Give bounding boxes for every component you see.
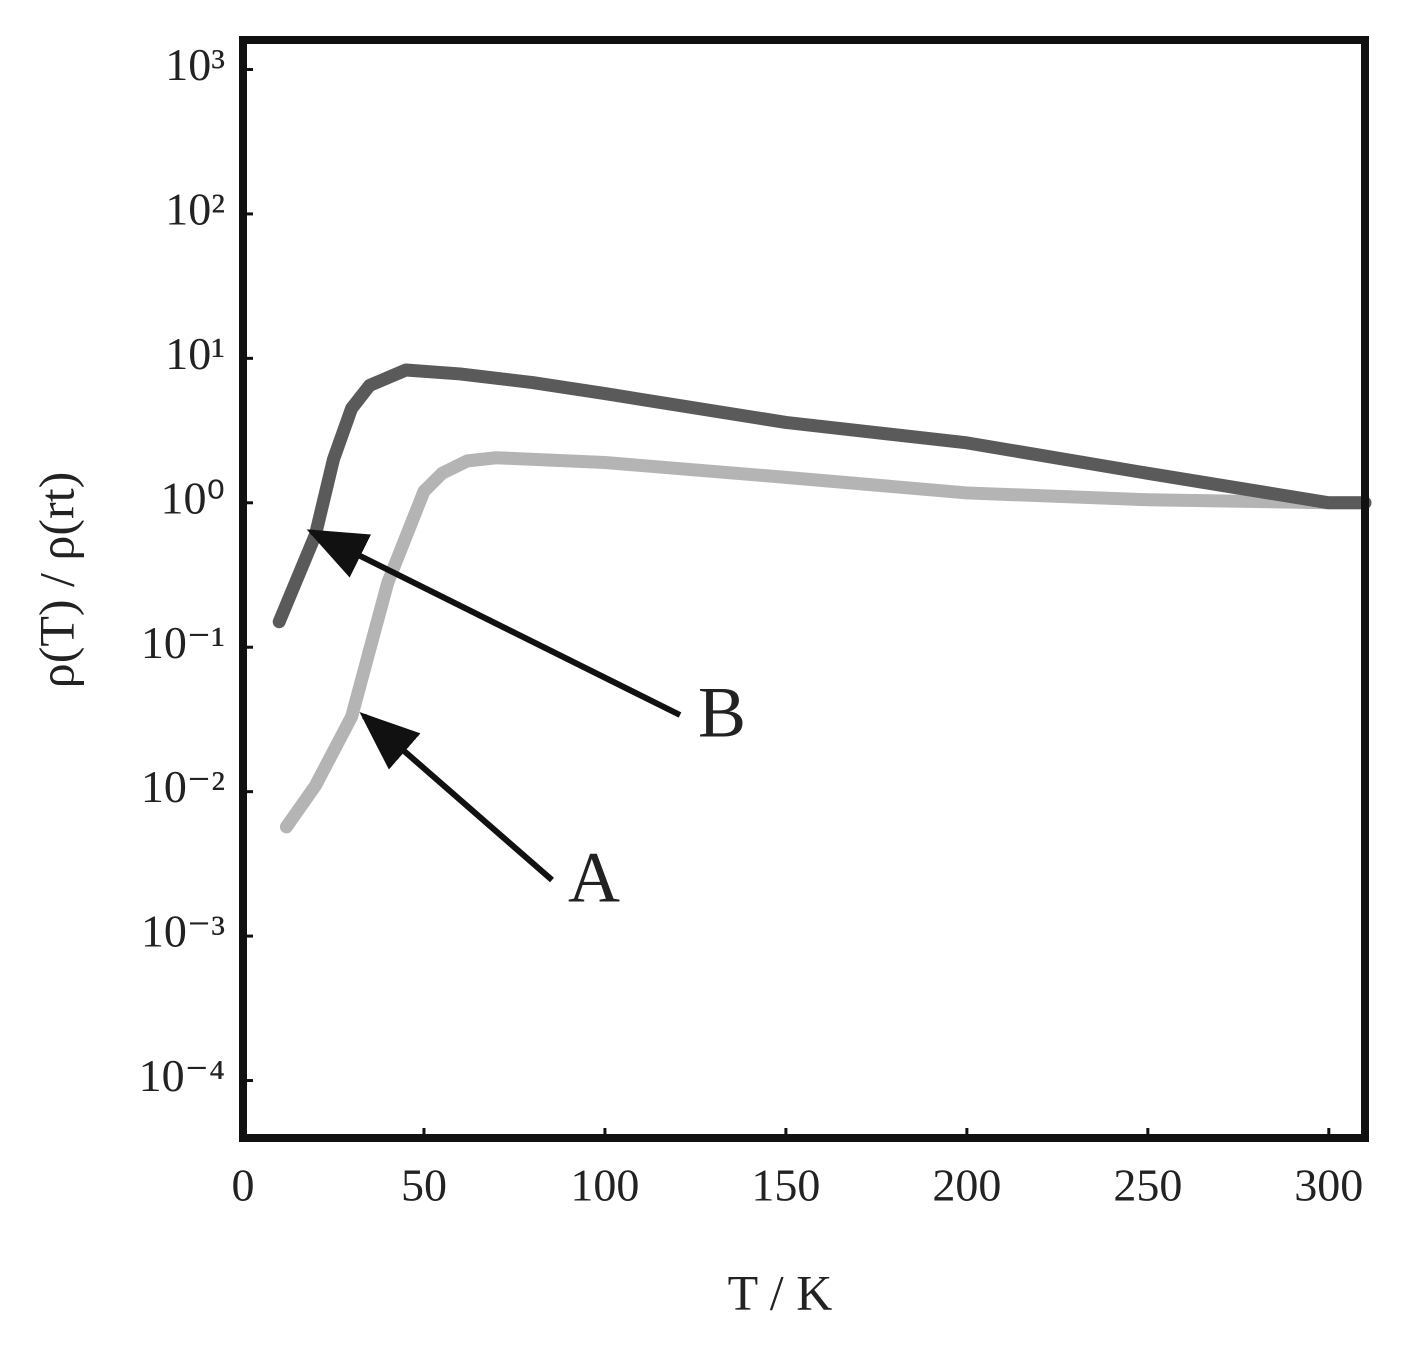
- y-tick-label: 10²: [165, 183, 225, 234]
- arrow: [306, 529, 682, 718]
- y-axis-label: ρ(T) / ρ(rt): [28, 472, 84, 688]
- plot-area: [272, 363, 1372, 834]
- x-axis-label: T / K: [728, 1264, 833, 1320]
- y-tick-label: 10¹: [165, 328, 225, 379]
- x-tick-label: 300: [1294, 1160, 1363, 1211]
- x-tick-label: 50: [401, 1160, 447, 1211]
- annotation: B: [698, 673, 746, 753]
- plot-frame: [239, 36, 1369, 1142]
- x-tick-label: 250: [1113, 1160, 1182, 1211]
- y-tick-label: 10⁻²: [141, 761, 225, 812]
- data-line: [279, 451, 1372, 834]
- annotation: A: [568, 838, 620, 918]
- y-tick-label: 10⁻³: [141, 906, 225, 957]
- arrow: [359, 712, 554, 883]
- data-line: [272, 363, 1372, 629]
- y-tick-label: 10⁻¹: [141, 617, 225, 668]
- x-tick-label: 150: [751, 1160, 820, 1211]
- x-tick-label: 0: [232, 1160, 255, 1211]
- x-tick-label: 200: [932, 1160, 1001, 1211]
- x-tick-label: 100: [570, 1160, 639, 1211]
- y-tick-label: 10³: [165, 39, 225, 90]
- y-tick-label: 10⁰: [161, 472, 225, 523]
- y-tick-label: 10⁻⁴: [139, 1050, 225, 1101]
